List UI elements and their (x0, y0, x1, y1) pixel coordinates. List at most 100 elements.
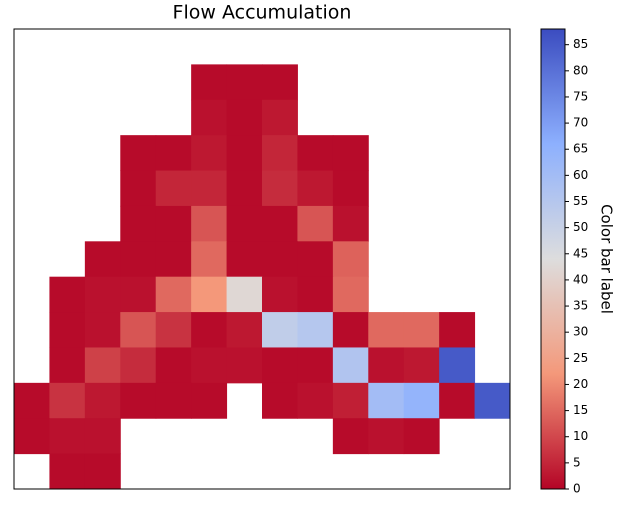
heatmap-cell (226, 99, 263, 136)
heatmap-cell (191, 347, 228, 384)
heatmap-cell (84, 241, 121, 278)
heatmap-cell (439, 347, 476, 384)
colorbar-label: Color bar label (598, 204, 616, 314)
heatmap-cell (474, 382, 511, 419)
heatmap-cell (191, 312, 228, 348)
heatmap-cell (84, 312, 121, 348)
heatmap-cell (262, 382, 298, 419)
heatmap-cell (226, 170, 263, 207)
heatmap-cell (49, 312, 86, 348)
heatmap-cell (155, 312, 192, 348)
heatmap-cell (262, 170, 298, 207)
colorbar-tick-label: 35 (573, 299, 588, 313)
heatmap-cell (49, 453, 86, 490)
heatmap-cell (49, 347, 86, 384)
heatmap-cell (297, 170, 334, 207)
heatmap-cell (84, 382, 121, 419)
chart-title: Flow Accumulation (173, 2, 352, 24)
heatmap-cell (120, 276, 157, 313)
heatmap-cell (226, 64, 263, 101)
heatmap-cell (439, 312, 476, 348)
heatmap-cell (368, 418, 405, 455)
heatmap-cell (297, 241, 334, 278)
colorbar-tick-label: 65 (573, 142, 588, 156)
colorbar-tick-label: 75 (573, 89, 588, 103)
heatmap-cell (226, 347, 263, 384)
colorbar-tick-label: 30 (573, 325, 588, 339)
heatmap-cell (155, 241, 192, 278)
heatmap-cell (262, 64, 298, 101)
heatmap-cell (49, 418, 86, 455)
heatmap-cell (14, 382, 50, 419)
colorbar-tick-label: 55 (573, 194, 588, 208)
heatmap-cell (191, 205, 228, 242)
heatmap-cell (84, 276, 121, 313)
heatmap-cell (120, 170, 157, 207)
heatmap-cell (403, 347, 440, 384)
heatmap-cell (332, 241, 369, 278)
colorbar-tick-label: 60 (573, 168, 588, 182)
heatmap-cell (191, 135, 228, 172)
plot-frame (13, 28, 511, 490)
heatmap-cell (332, 312, 369, 348)
heatmap-cell (191, 382, 228, 419)
heatmap-cell (191, 170, 228, 207)
heatmap-cell (120, 347, 157, 384)
colorbar-tick-label: 10 (573, 429, 588, 443)
heatmap-cell (297, 205, 334, 242)
heatmap-cell (262, 205, 298, 242)
heatmap-cell (49, 382, 86, 419)
heatmap-cell (332, 205, 369, 242)
heatmap-cell (297, 276, 334, 313)
heatmap-cell (262, 347, 298, 384)
heatmap-cell (332, 170, 369, 207)
heatmap-cell (297, 135, 334, 172)
colorbar-tick-label: 40 (573, 272, 588, 286)
heatmap-cell (226, 276, 263, 313)
heatmap-cell (191, 276, 228, 313)
colorbar-tick-label: 70 (573, 116, 588, 130)
heatmap-cell (403, 418, 440, 455)
heatmap-cell (84, 453, 121, 490)
heatmap-cell (368, 347, 405, 384)
heatmap-cell (368, 382, 405, 419)
heatmap-cell (332, 418, 369, 455)
heatmap-cell (120, 135, 157, 172)
heatmap-cell (332, 135, 369, 172)
heatmap-cell (297, 347, 334, 384)
colorbar-tick-label: 15 (573, 403, 588, 417)
heatmap-cell (191, 64, 228, 101)
heatmap-cell (191, 99, 228, 136)
colorbar-tick-label: 85 (573, 37, 588, 51)
heatmap-cell (49, 276, 86, 313)
heatmap-cell (332, 382, 369, 419)
heatmap-cell (155, 276, 192, 313)
heatmap-cell (191, 241, 228, 278)
heatmap-cell (155, 382, 192, 419)
heatmap-cell (226, 205, 263, 242)
colorbar-tick-label: 80 (573, 63, 588, 77)
colorbar-tick-label: 50 (573, 220, 588, 234)
heatmap-cell (332, 347, 369, 384)
heatmap-cell (155, 205, 192, 242)
heatmap-cell (120, 312, 157, 348)
heatmap-cell (120, 382, 157, 419)
heatmap-cell (226, 241, 263, 278)
colorbar-tick-label: 45 (573, 246, 588, 260)
heatmap-cell (403, 382, 440, 419)
colorbar-tick-label: 20 (573, 377, 588, 391)
heatmap-cell (262, 135, 298, 172)
heatmap-cell (226, 312, 263, 348)
heatmap-cell (155, 135, 192, 172)
heatmap-cell (14, 418, 50, 455)
heatmap-cell (84, 347, 121, 384)
heatmap-cell (332, 276, 369, 313)
heatmap-cell (368, 312, 405, 348)
colorbar-tick-label: 0 (573, 482, 581, 496)
colorbar-tick-label: 25 (573, 351, 588, 365)
colorbar-tick-label: 5 (573, 455, 581, 469)
heatmap-cell (155, 347, 192, 384)
heatmap-cell (262, 241, 298, 278)
colorbar (540, 28, 566, 490)
